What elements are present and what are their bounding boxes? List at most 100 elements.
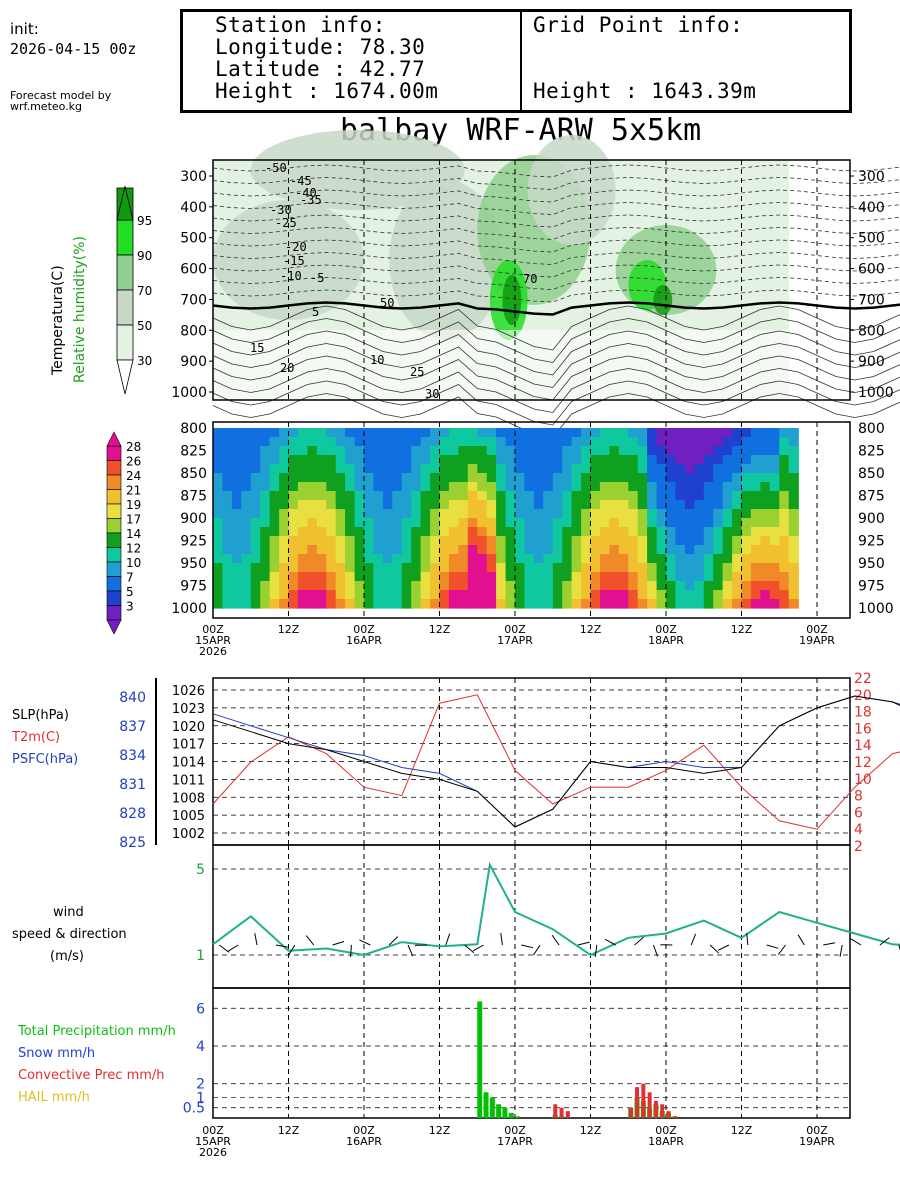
heatmap-cell	[552, 491, 563, 501]
lower-date-label: 15APR	[195, 1135, 231, 1148]
heatmap-cell	[269, 446, 280, 456]
heatmap-cell	[213, 590, 224, 600]
panel2-pressure-tick-right: 850	[858, 466, 885, 482]
heatmap-cell	[732, 536, 743, 546]
heatmap-cell	[703, 428, 714, 438]
heatmap-cell	[260, 428, 271, 438]
wind-direction-barb	[717, 944, 730, 951]
panel1-frame	[212, 159, 851, 401]
heatmap-cell	[401, 509, 412, 519]
heatmap-cell	[505, 455, 516, 465]
heatmap-cell	[335, 518, 346, 528]
heatmap-cell	[241, 455, 252, 465]
heatmap-cell	[364, 500, 375, 510]
heatmap-cell	[750, 518, 762, 528]
heatmap-cell	[231, 428, 243, 438]
heatmap-cell	[741, 446, 752, 456]
heatmap-cell	[637, 428, 648, 438]
heatmap-cell	[533, 446, 545, 456]
temp-scale-swatch	[106, 590, 122, 606]
heatmap-cell	[581, 500, 592, 510]
heatmap-cell	[420, 518, 431, 528]
heatmap-cell	[411, 428, 422, 438]
heatmap-cell	[779, 590, 790, 600]
heatmap-cell	[496, 554, 507, 564]
heatmap-cell	[590, 536, 601, 546]
heatmap-cell	[316, 473, 327, 483]
wind-direction-barb	[305, 935, 315, 946]
t2m-tick: 16	[854, 721, 872, 737]
panel1-pressure-tick-right: 600	[858, 262, 885, 278]
heatmap-cell	[609, 455, 620, 465]
heatmap-cell	[543, 464, 554, 474]
heatmap-cell	[496, 482, 507, 492]
heatmap-cell	[430, 599, 441, 609]
heatmap-cell	[411, 464, 422, 474]
heatmap-cell	[401, 446, 412, 456]
heatmap-cell	[373, 500, 384, 510]
heatmap-cell	[213, 500, 224, 510]
heatmap-cell	[250, 581, 261, 591]
heatmap-cell	[703, 581, 714, 591]
heatmap-cell	[297, 455, 309, 465]
panel1-pressure-tick-left: 800	[180, 323, 207, 339]
heatmap-cell	[458, 464, 469, 474]
heatmap-cell	[769, 554, 780, 564]
heatmap-cell	[411, 518, 422, 528]
heatmap-cell	[779, 446, 790, 456]
panel2-frame	[212, 421, 851, 619]
heatmap-cell	[430, 590, 441, 600]
heatmap-cell	[345, 572, 356, 582]
heatmap-cell	[316, 437, 327, 447]
panel1-pressure-tick-right: 500	[858, 231, 885, 247]
heatmap-cell	[364, 563, 375, 573]
heatmap-cell	[260, 563, 271, 573]
heatmap-cell	[543, 473, 554, 483]
heatmap-cell	[222, 455, 233, 465]
heatmap-cell	[590, 482, 601, 492]
heatmap-cell	[694, 527, 705, 537]
heatmap-cell	[779, 428, 790, 438]
heatmap-cell	[326, 464, 337, 474]
heatmap-cell	[213, 491, 224, 501]
model-credit-line2: wrf.meteo.kg	[10, 100, 83, 113]
wind-direction-barb	[777, 944, 786, 955]
heatmap-cell	[609, 563, 620, 573]
heatmap-cell	[364, 491, 375, 501]
heatmap-cell	[590, 545, 601, 555]
heatmap-cell	[382, 500, 394, 510]
rh-contour-area	[527, 135, 616, 245]
heatmap-cell	[515, 491, 526, 501]
heatmap-cell	[713, 428, 724, 438]
heatmap-cell	[364, 599, 375, 609]
heatmap-cell	[260, 590, 271, 600]
heatmap-cell	[628, 527, 639, 537]
heatmap-cell	[618, 527, 629, 537]
heatmap-cell	[684, 554, 696, 564]
heatmap-cell	[269, 482, 280, 492]
heatmap-cell	[562, 509, 573, 519]
heatmap-cell	[467, 545, 478, 555]
heatmap-cell	[628, 599, 639, 609]
heatmap-cell	[326, 482, 337, 492]
upper-date-label: 16APR	[346, 634, 382, 647]
heatmap-cell	[788, 599, 799, 609]
heatmap-cell	[647, 536, 658, 546]
heatmap-cell	[666, 590, 677, 600]
isotherm-line	[212, 343, 900, 388]
heatmap-cell	[732, 464, 743, 474]
heatmap-cell	[543, 491, 554, 501]
heatmap-cell	[382, 563, 394, 573]
heatmap-cell	[288, 473, 299, 483]
heatmap-cell	[420, 536, 431, 546]
heatmap-cell	[515, 482, 526, 492]
panel2-pressure-tick-left: 825	[180, 444, 207, 460]
heatmap-cell	[288, 527, 299, 537]
heatmap-cell	[316, 464, 327, 474]
heatmap-cell	[722, 536, 733, 546]
heatmap-cell	[392, 437, 403, 447]
heatmap-cell	[392, 581, 403, 591]
heatmap-cell	[656, 509, 667, 519]
wind-direction-barb	[227, 944, 239, 952]
